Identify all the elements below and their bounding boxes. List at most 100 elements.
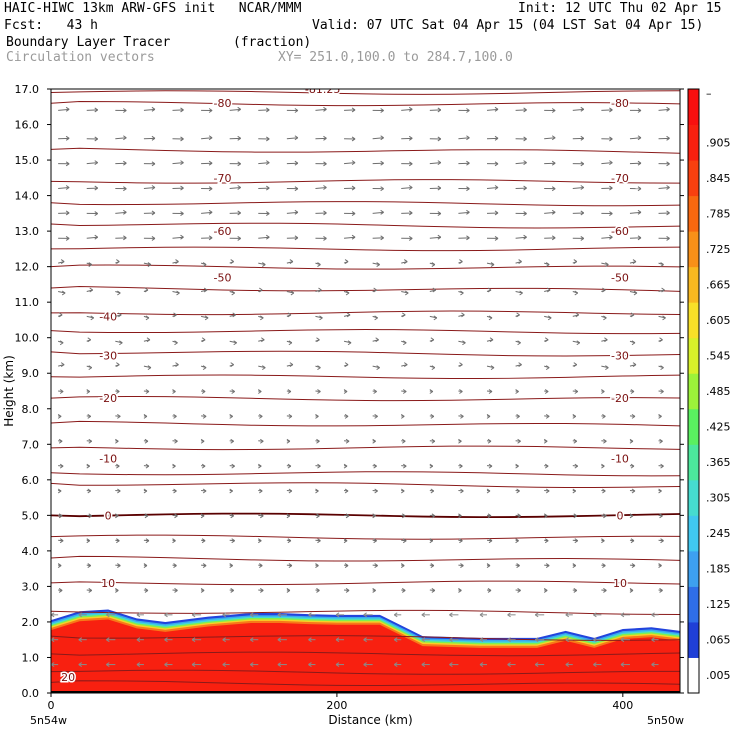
colorbar-label: – xyxy=(706,87,712,100)
circulation-vector xyxy=(458,413,464,419)
circulation-vector xyxy=(486,488,491,494)
circulation-vector xyxy=(172,538,176,544)
circulation-vector xyxy=(315,563,319,569)
circulation-vector xyxy=(572,290,579,296)
circulation-vector xyxy=(143,287,149,293)
circulation-vector xyxy=(143,315,150,321)
contour-label: -70 xyxy=(611,172,629,185)
circulation-vector xyxy=(393,612,402,618)
circulation-vector xyxy=(572,210,585,216)
circulation-vector xyxy=(286,389,292,394)
circulation-vector xyxy=(115,413,121,419)
circulation-vector xyxy=(143,161,156,167)
circulation-vector xyxy=(164,662,173,667)
circulation-vector xyxy=(201,538,206,544)
isotherm-line xyxy=(51,101,680,107)
circulation-vector xyxy=(593,637,602,643)
circulation-vector xyxy=(372,488,378,494)
circulation-vector xyxy=(58,290,66,296)
circulation-vector xyxy=(372,538,377,544)
circulation-vector xyxy=(115,259,120,265)
circulation-vector xyxy=(401,135,413,141)
y-tick-label: 5.0 xyxy=(22,509,40,522)
circulation-vector xyxy=(315,161,327,167)
circulation-vector xyxy=(401,463,407,469)
circulation-vector xyxy=(143,563,148,569)
circulation-vector xyxy=(401,438,406,444)
colorbar-swatch xyxy=(688,266,699,303)
isotherm-line xyxy=(51,635,680,641)
circulation-vector xyxy=(421,662,430,667)
circulation-vector xyxy=(143,106,156,112)
circulation-vector xyxy=(143,337,151,343)
circulation-vector xyxy=(229,161,241,167)
colorbar-label: .665 xyxy=(706,278,731,291)
circulation-vector xyxy=(58,106,70,112)
circulation-vector xyxy=(544,235,556,241)
circulation-vector xyxy=(343,362,349,368)
circulation-vector xyxy=(164,612,173,618)
circulation-vector xyxy=(401,362,408,368)
circulation-vector xyxy=(601,211,613,216)
circulation-vector xyxy=(58,259,65,265)
circulation-vector xyxy=(458,438,462,444)
circulation-vector xyxy=(86,287,94,293)
circulation-vector xyxy=(115,563,121,569)
circulation-vector xyxy=(629,362,637,368)
circulation-vector xyxy=(543,438,548,444)
circulation-vector xyxy=(201,108,213,113)
circulation-vector xyxy=(172,107,184,113)
circulation-vector xyxy=(429,287,437,293)
circulation-vector xyxy=(286,209,299,215)
colorbar-label: .305 xyxy=(706,492,731,505)
circulation-vector xyxy=(515,413,520,419)
circulation-vector xyxy=(601,262,609,268)
circulation-vector xyxy=(601,438,607,444)
circulation-vector xyxy=(629,186,642,192)
contour-label: -50 xyxy=(214,271,232,284)
circulation-vector xyxy=(172,563,177,569)
circulation-vector xyxy=(136,662,144,667)
y-tick-label: 9.0 xyxy=(22,367,40,380)
circulation-vector xyxy=(229,413,233,419)
contour-label: -10 xyxy=(99,453,117,466)
circulation-vector xyxy=(286,160,299,166)
circulation-vector xyxy=(315,365,321,371)
circulation-vector xyxy=(258,488,263,494)
circulation-vector xyxy=(507,612,516,618)
circulation-vector xyxy=(601,185,613,191)
circulation-vector xyxy=(343,259,349,265)
circulation-vector xyxy=(515,538,519,544)
colorbar-swatch xyxy=(688,586,699,623)
circulation-vector xyxy=(200,513,205,519)
y-tick-label: 0.0 xyxy=(22,687,40,700)
circulation-vector xyxy=(315,236,327,241)
circulation-vector xyxy=(629,340,636,346)
circulation-vector xyxy=(286,588,291,593)
isotherm-line xyxy=(51,420,680,427)
circulation-vector xyxy=(286,513,291,519)
circulation-vector xyxy=(58,185,70,190)
circulation-vector xyxy=(191,637,202,643)
contour-label: -40 xyxy=(99,310,117,323)
circulation-vector xyxy=(344,234,356,240)
end-point-label: 5n50w xyxy=(647,714,684,727)
circulation-vector xyxy=(343,463,348,469)
circulation-vector xyxy=(258,365,266,371)
circulation-vector xyxy=(515,488,520,494)
circulation-vector xyxy=(486,413,491,419)
isotherm-line xyxy=(51,680,680,687)
circulation-vector xyxy=(372,108,384,113)
circulation-vector xyxy=(601,337,608,343)
circulation-vector xyxy=(164,637,173,643)
circulation-vector xyxy=(544,563,550,569)
circulation-vector xyxy=(572,488,577,494)
circulation-vector xyxy=(258,538,262,544)
circulation-vector xyxy=(572,588,578,593)
circulation-vector xyxy=(258,185,270,191)
circulation-vector xyxy=(258,563,263,569)
circulation-vector xyxy=(286,186,299,192)
circulation-vector xyxy=(458,513,462,519)
circulation-vector xyxy=(421,612,430,618)
circulation-vector xyxy=(286,312,292,318)
